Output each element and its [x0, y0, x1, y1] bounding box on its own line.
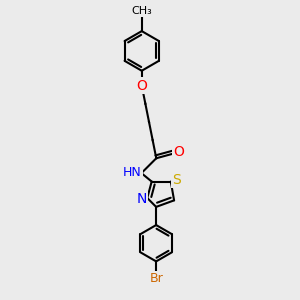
- Text: O: O: [136, 79, 147, 93]
- Text: HN: HN: [123, 166, 142, 179]
- Text: O: O: [173, 146, 184, 160]
- Text: S: S: [172, 173, 181, 187]
- Text: Br: Br: [149, 272, 163, 285]
- Text: CH₃: CH₃: [131, 6, 152, 16]
- Text: N: N: [136, 192, 147, 206]
